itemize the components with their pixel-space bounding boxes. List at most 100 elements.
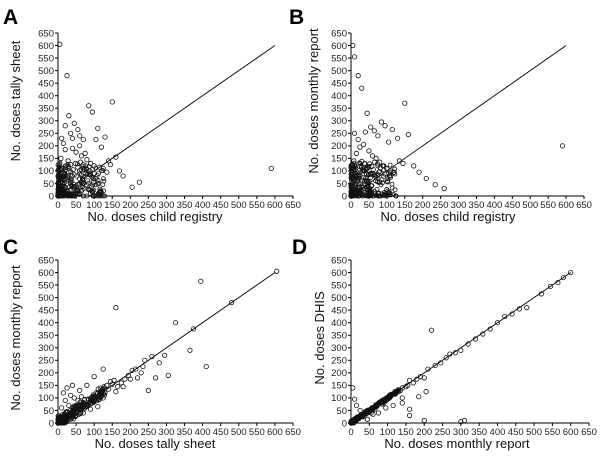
data-point-d — [555, 279, 561, 286]
data-point-a — [136, 179, 142, 185]
x-tick-label-d: 500 — [526, 427, 542, 438]
y-tick-label-a: 50 — [43, 179, 54, 190]
data-point-b — [381, 167, 387, 173]
data-point-c — [55, 419, 61, 425]
data-point-c — [73, 406, 79, 412]
y-tick-label-c: 200 — [38, 368, 54, 379]
data-point-a — [96, 192, 102, 198]
data-point-d — [361, 414, 367, 420]
y-tick-label-b: 250 — [331, 129, 347, 140]
y-tick-label-b: 300 — [331, 116, 347, 127]
x-tick-label-a: 200 — [122, 200, 138, 211]
data-point-a — [89, 167, 95, 173]
x-tick-label-d: 400 — [490, 427, 506, 438]
data-point-b — [384, 178, 391, 184]
panel-d: D No. doses DHIS No. doses monthly repor… — [292, 236, 597, 451]
data-point-b — [368, 172, 374, 178]
x-tick-label-c: 200 — [122, 427, 138, 438]
y-axis-label-c: No. doses monthly report — [8, 265, 23, 411]
data-point-d — [438, 360, 444, 366]
y-tick-label-a: 300 — [38, 116, 54, 127]
y-tick-label-b: 350 — [331, 104, 347, 115]
y-tick-label-d: 250 — [331, 356, 347, 367]
data-point-b — [355, 136, 361, 143]
data-point-d — [568, 269, 574, 276]
x-tick-label-a: 250 — [140, 200, 156, 211]
y-tick-label-d: 400 — [331, 318, 347, 329]
x-tick-label-b: 650 — [576, 200, 592, 211]
x-tick-label-a: 650 — [285, 200, 301, 211]
y-tick-label-b: 650 — [331, 28, 347, 39]
data-point-a — [80, 136, 86, 143]
data-point-c — [102, 390, 108, 396]
panel-a: A No. doses tally sheet No. doses child … — [3, 6, 301, 224]
y-tick-label-b: 150 — [331, 154, 347, 165]
data-point-a — [56, 175, 62, 180]
data-point-d — [547, 283, 554, 289]
data-point-a — [56, 168, 61, 174]
data-point-a — [64, 174, 70, 180]
data-point-a — [72, 160, 78, 166]
data-point-c — [60, 390, 67, 396]
x-tick-label-c: 500 — [231, 427, 247, 438]
x-tick-label-a: 100 — [86, 200, 102, 211]
data-point-b — [357, 173, 363, 179]
data-point-b — [374, 186, 380, 192]
data-point-c — [274, 268, 280, 274]
y-tick-label-c: 450 — [38, 305, 54, 316]
plot-area-c: 0050501001001501502002002502503003003503… — [38, 255, 301, 438]
y-tick-label-c: 250 — [38, 356, 54, 367]
data-point-a — [61, 171, 67, 177]
y-tick-label-b: 100 — [331, 166, 347, 177]
y-axis-label-b: No. doses monthly report — [306, 28, 321, 174]
x-tick-label-b: 450 — [504, 200, 520, 211]
y-tick-label-b: 200 — [331, 141, 347, 152]
data-point-c — [129, 367, 135, 373]
data-point-b — [348, 175, 354, 181]
y-tick-label-d: 200 — [331, 368, 347, 379]
data-point-a — [71, 184, 77, 190]
data-point-a — [113, 154, 119, 160]
y-tick-label-a: 500 — [38, 66, 54, 77]
data-point-a — [73, 149, 79, 155]
y-tick-label-c: 500 — [38, 293, 54, 304]
y-tick-label-c: 650 — [38, 255, 54, 266]
data-point-c — [73, 412, 79, 419]
data-point-b — [359, 85, 365, 91]
data-point-a — [68, 162, 74, 168]
data-point-a — [71, 182, 77, 188]
y-tick-label-d: 300 — [331, 343, 347, 354]
x-tick-label-d: 350 — [471, 427, 487, 438]
data-point-a — [83, 165, 89, 172]
data-point-a — [65, 158, 71, 164]
data-point-a — [59, 165, 65, 172]
data-point-b — [392, 187, 398, 193]
x-tick-label-c: 400 — [195, 427, 211, 438]
panel-c: C No. doses monthly report No. doses tal… — [3, 236, 301, 451]
data-point-b — [354, 178, 361, 184]
data-point-c — [66, 402, 72, 409]
x-axis-label-c: No. doses tally sheet — [95, 436, 216, 451]
data-point-b — [559, 143, 566, 149]
y-tick-label-c: 150 — [38, 381, 54, 392]
data-point-b — [369, 190, 375, 196]
data-point-a — [90, 179, 97, 185]
data-point-c — [68, 392, 74, 399]
data-point-a — [69, 178, 75, 184]
data-point-a — [91, 176, 96, 182]
data-point-a — [61, 179, 68, 185]
data-point-b — [370, 167, 376, 173]
y-tick-label-b: 400 — [331, 91, 347, 102]
data-point-c — [89, 400, 95, 406]
y-axis-label-a: No. doses tally sheet — [8, 40, 23, 161]
data-point-c — [145, 387, 151, 393]
data-point-d — [502, 313, 508, 320]
data-point-b — [389, 126, 395, 133]
data-point-c — [142, 357, 148, 363]
y-tick-label-c: 0 — [49, 418, 54, 429]
y-tick-label-d: 350 — [331, 331, 347, 342]
data-point-b — [378, 119, 385, 125]
data-point-d — [538, 291, 545, 297]
data-point-b — [382, 123, 388, 129]
x-tick-label-d: 250 — [435, 427, 451, 438]
